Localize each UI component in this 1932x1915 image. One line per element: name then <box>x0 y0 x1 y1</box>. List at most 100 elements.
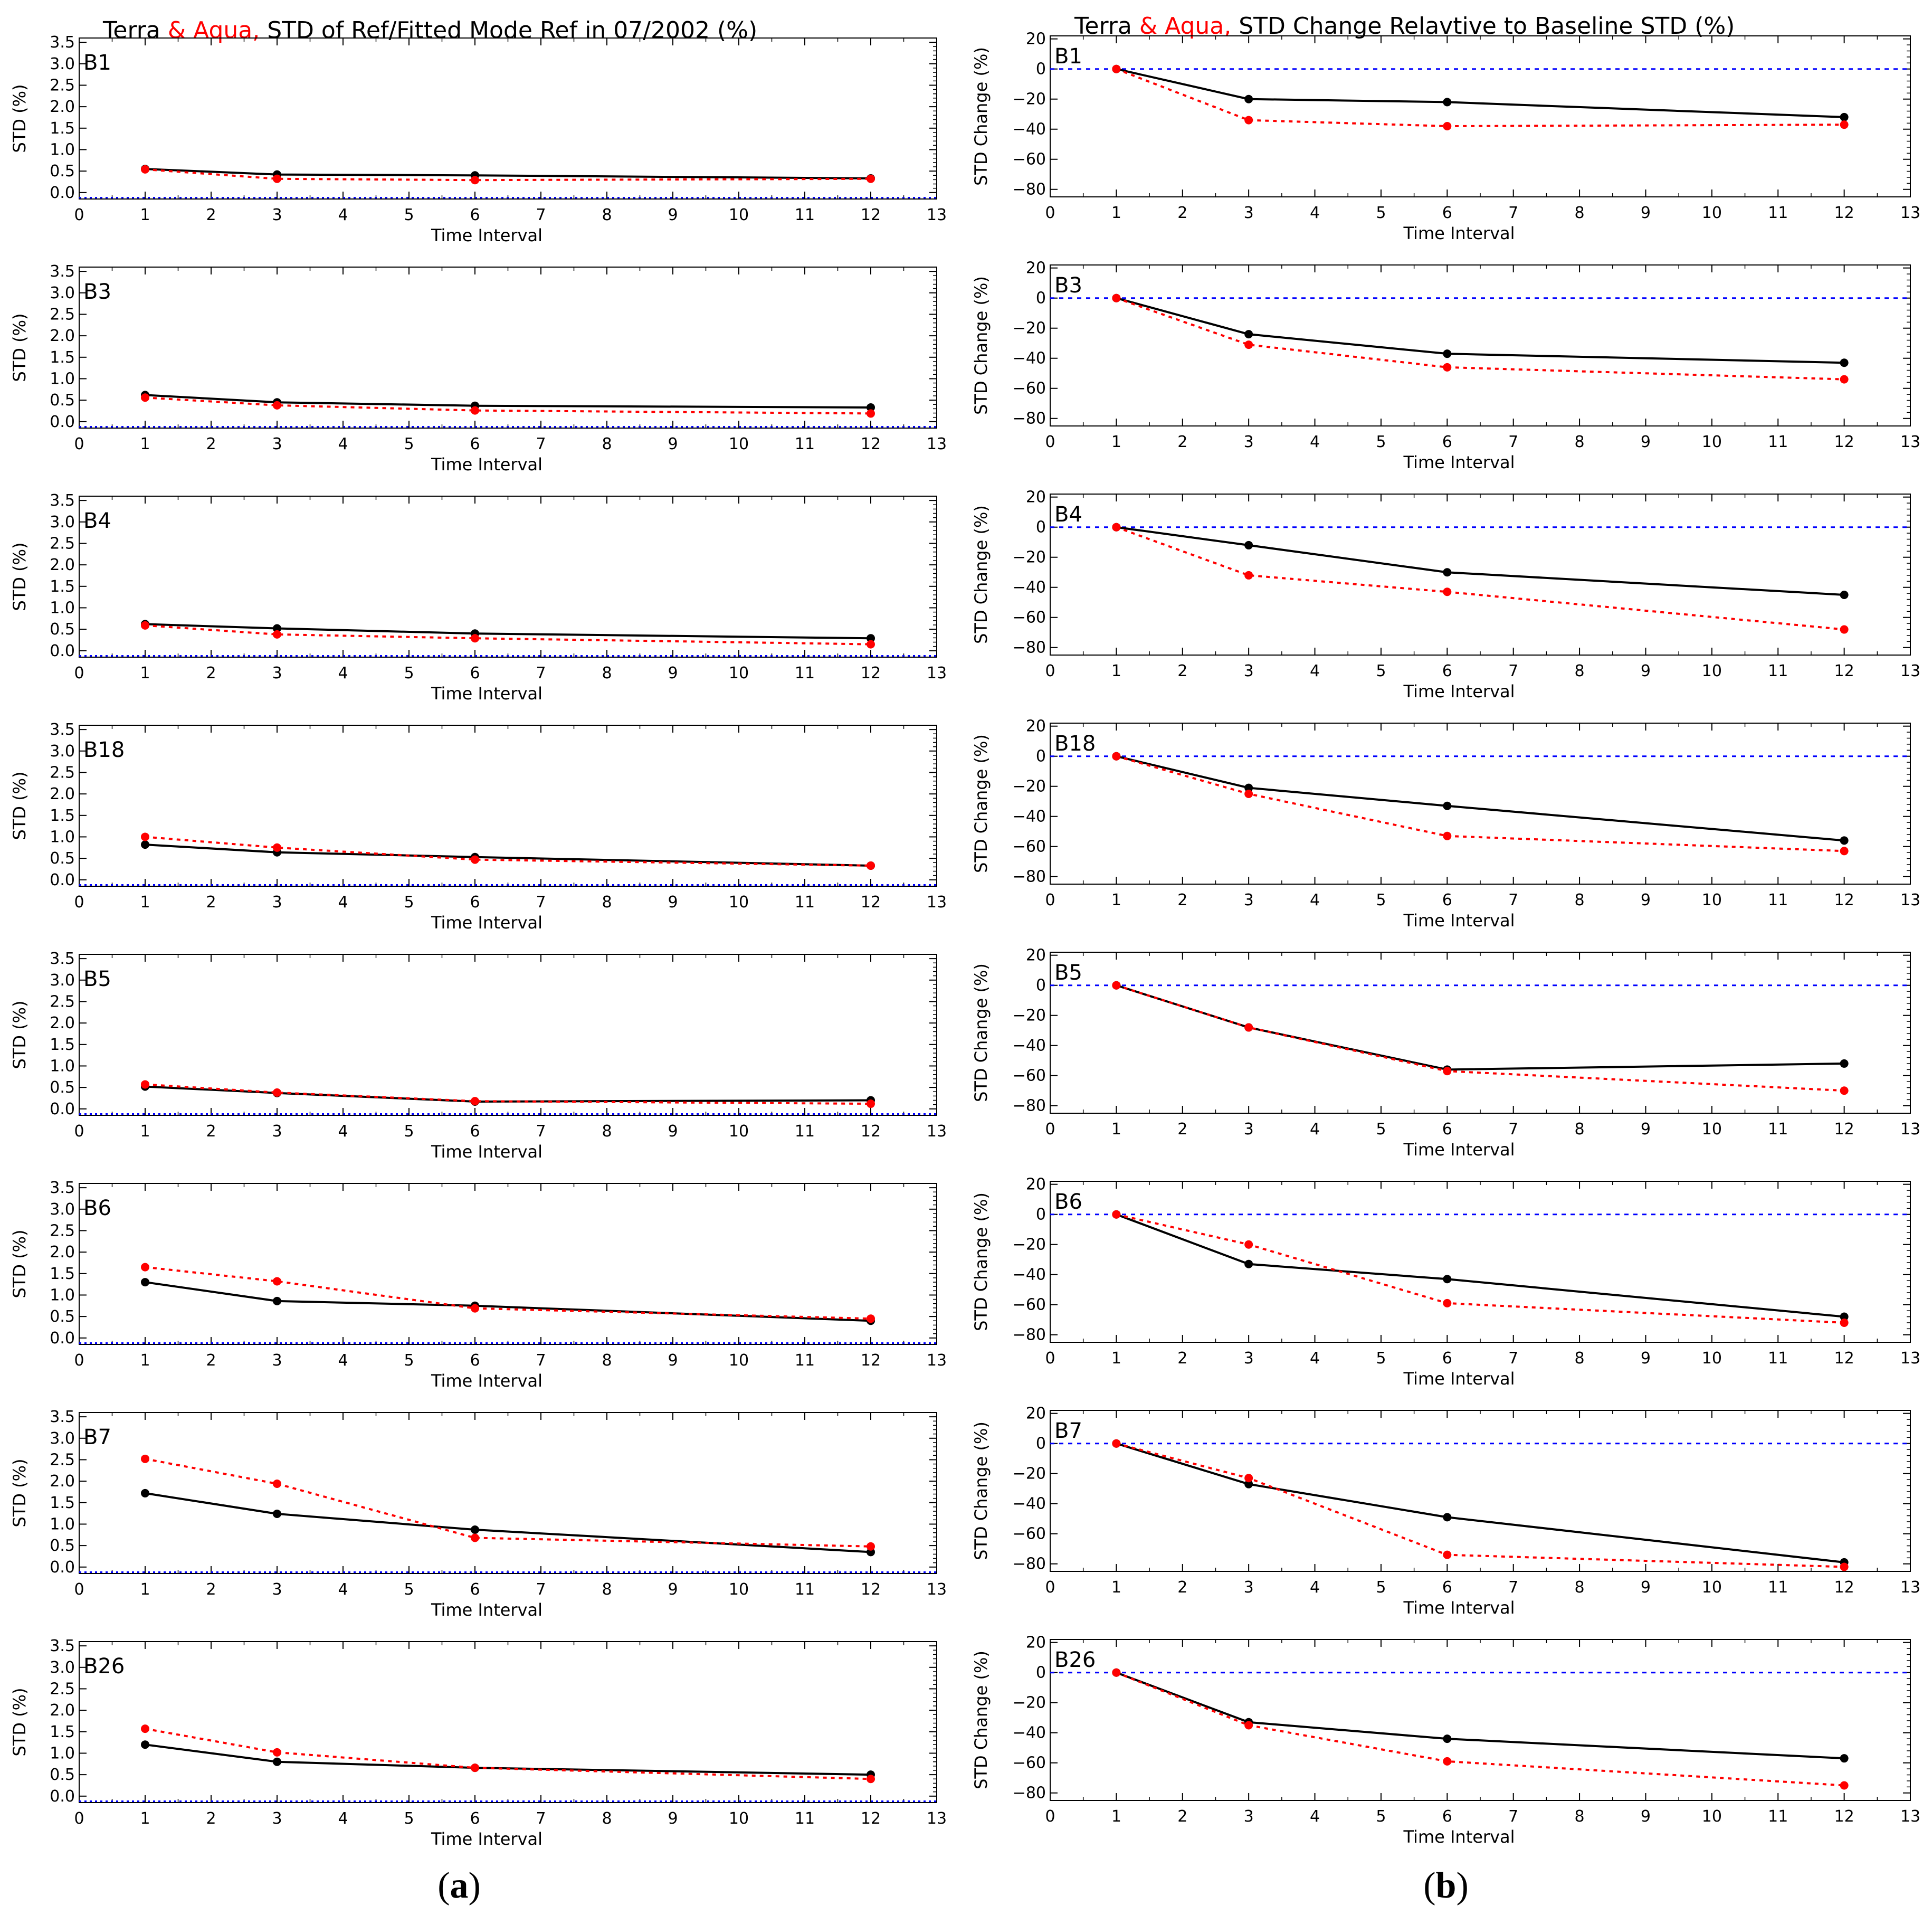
data-point-terra <box>1443 98 1452 107</box>
data-point-aqua <box>867 174 875 183</box>
y-tick-label: 20 <box>1026 946 1046 965</box>
x-tick-label: 8 <box>602 1580 612 1599</box>
data-point-terra <box>1443 349 1452 358</box>
x-tick-label: 2 <box>1177 1807 1187 1826</box>
x-tick-label: 5 <box>404 1809 414 1828</box>
x-tick-label: 7 <box>1508 1120 1518 1139</box>
band-label: B6 <box>1054 1190 1082 1214</box>
plot-frame <box>79 267 937 429</box>
x-tick-label: 4 <box>338 1122 348 1141</box>
x-tick-label: 1 <box>140 893 150 912</box>
y-tick-label: −40 <box>1013 1724 1046 1742</box>
subplot-a-B18: 0 1 2 3 4 5 6 7 8 9 10 11 12 130.00.51.01.52.02.53.03… <box>9 721 947 933</box>
x-tick-label: 13 <box>1900 662 1920 680</box>
band-label: B18 <box>83 738 125 762</box>
x-tick-label: 12 <box>861 1122 881 1141</box>
x-tick-label: 2 <box>1177 1578 1187 1597</box>
x-tick-label: 2 <box>1177 891 1187 909</box>
x-tick-label: 5 <box>1376 204 1386 222</box>
data-point-aqua <box>471 1097 479 1106</box>
y-tick-label: 0 <box>1036 518 1046 537</box>
x-tick-label: 5 <box>1376 891 1386 909</box>
data-point-terra <box>1244 1480 1253 1489</box>
y-tick-label: 1.5 <box>50 577 75 596</box>
data-point-aqua <box>867 409 875 418</box>
y-tick-label: −80 <box>1013 1784 1046 1803</box>
data-point-terra <box>1443 568 1452 577</box>
x-tick-label: 4 <box>1310 1349 1320 1368</box>
x-tick-label: 12 <box>1834 1578 1854 1597</box>
subplot-a-B6: 0 1 2 3 4 5 6 7 8 9 10 11 12 130.00.51.01.52.02.53.03… <box>9 1179 947 1391</box>
y-tick-label: 1.0 <box>50 369 75 388</box>
x-tick-label: 9 <box>668 893 678 912</box>
y-tick-label: −60 <box>1013 1296 1046 1314</box>
series-line-aqua <box>1116 526 1844 631</box>
x-tick-label: 5 <box>1376 1578 1386 1597</box>
data-point-aqua <box>867 640 875 649</box>
y-tick-label: 1.0 <box>50 1744 75 1762</box>
data-point-aqua <box>1840 1086 1849 1095</box>
y-tick-label: 20 <box>1026 488 1046 507</box>
subplot-a-B7: 0 1 2 3 4 5 6 7 8 9 10 11 12 130.00.51.01.52.02.53.03… <box>9 1408 947 1620</box>
y-tick-label: 0 <box>1036 977 1046 995</box>
x-tick-label: 6 <box>1442 662 1452 680</box>
y-tick-label: 20 <box>1026 1634 1046 1652</box>
band-label: B5 <box>83 967 111 991</box>
plot-frame <box>79 954 937 1116</box>
x-tick-label: 12 <box>861 1580 881 1599</box>
x-tick-label: 9 <box>668 1122 678 1141</box>
series-line-aqua <box>1116 68 1844 128</box>
y-tick-label: 0.5 <box>50 849 75 868</box>
y-tick-label: 3.5 <box>50 1179 75 1197</box>
x-tick-label: 6 <box>1442 1349 1452 1368</box>
data-point-aqua <box>1840 1318 1849 1327</box>
x-tick-label: 13 <box>1900 891 1920 909</box>
x-tick-label: 3 <box>1244 891 1254 909</box>
x-axis-label: Time Interval <box>1403 223 1515 243</box>
x-tick-label: 4 <box>338 435 348 453</box>
x-tick-label: 1 <box>1111 433 1121 451</box>
series-line-aqua <box>1116 1442 1844 1568</box>
x-tick-label: 9 <box>1641 433 1651 451</box>
x-tick-label: 1 <box>1111 891 1121 909</box>
y-tick-label: 1.0 <box>50 1515 75 1533</box>
x-tick-label: 11 <box>795 435 815 453</box>
data-point-aqua <box>1443 1550 1452 1559</box>
y-tick-label: 1.5 <box>50 1494 75 1512</box>
y-tick-label: 0.0 <box>50 1558 75 1577</box>
y-tick-label: −20 <box>1013 1694 1046 1712</box>
band-label: B1 <box>83 51 111 75</box>
x-tick-label: 11 <box>795 664 815 682</box>
x-tick-label: 5 <box>404 1580 414 1599</box>
x-tick-label: 4 <box>338 893 348 912</box>
series-line-terra <box>1116 526 1844 596</box>
band-label: B7 <box>83 1425 111 1449</box>
x-tick-label: 0 <box>1045 1807 1055 1826</box>
y-axis-label: STD (%) <box>9 1229 30 1298</box>
y-tick-label: −20 <box>1013 778 1046 796</box>
data-point-aqua <box>1112 1668 1121 1677</box>
x-tick-label: 6 <box>470 1122 480 1141</box>
y-tick-label: 3.5 <box>50 950 75 968</box>
x-tick-label: 6 <box>470 206 480 224</box>
x-tick-label: 3 <box>1244 662 1254 680</box>
data-point-aqua <box>1244 1240 1253 1249</box>
y-tick-label: 3.5 <box>50 491 75 510</box>
x-tick-label: 9 <box>1641 1807 1651 1826</box>
data-point-aqua <box>1840 120 1849 129</box>
y-tick-label: 3.5 <box>50 262 75 281</box>
panel-column-a: 0 1 2 3 4 5 6 7 8 9 10 11 12 130.00.51.01.52.02.53.03… <box>9 33 947 1849</box>
series-line-aqua <box>145 624 871 646</box>
x-tick-label: 3 <box>272 1351 282 1370</box>
x-tick-label: 13 <box>927 435 947 453</box>
x-tick-label: 7 <box>536 893 546 912</box>
y-tick-label: 2.5 <box>50 305 75 324</box>
data-point-terra <box>1840 112 1849 121</box>
x-tick-label: 9 <box>668 206 678 224</box>
x-tick-label: 7 <box>1508 1807 1518 1826</box>
x-tick-label: 0 <box>74 1809 84 1828</box>
series-line-terra <box>1116 1213 1844 1318</box>
data-point-terra <box>141 1740 149 1749</box>
x-tick-label: 6 <box>470 1809 480 1828</box>
